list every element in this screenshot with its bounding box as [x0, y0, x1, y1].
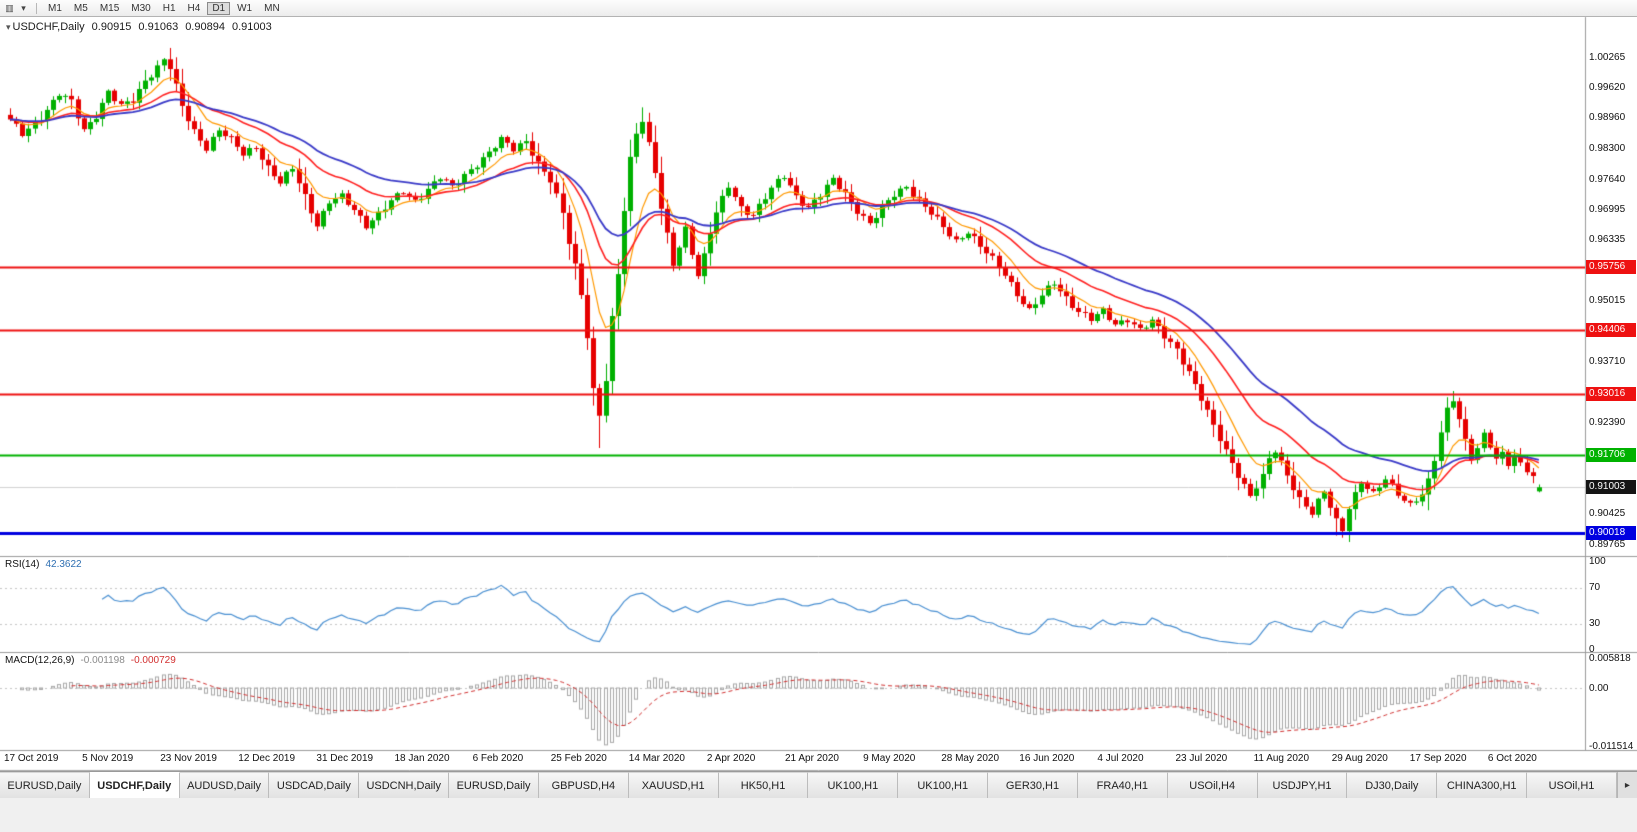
rsi-axis-tick: 0 [1589, 644, 1595, 655]
rsi-axis-tick: 30 [1589, 617, 1601, 629]
date-label[interactable]: 11 Aug 2020 [1253, 753, 1310, 764]
price-axis-tick[interactable]: 0.96995 [1589, 203, 1626, 215]
price-tag-0.95756: 0.95756 [1586, 259, 1636, 274]
price-axis-tick[interactable]: 0.90425 [1589, 508, 1626, 520]
chart-tab-11-ger30-h1[interactable]: GER30,H1 [988, 772, 1078, 798]
price-axis-tick[interactable]: 0.93710 [1589, 355, 1626, 367]
chart-tab-17-usoil-h1[interactable]: USOil,H1 [1527, 772, 1617, 798]
macd-main-value: -0.001198 [80, 655, 125, 666]
timeframe-h1-button[interactable]: H1 [162, 2, 176, 14]
timeframe-h4-button[interactable]: H4 [187, 2, 201, 14]
date-label[interactable]: 16 Jun 2020 [1019, 753, 1075, 764]
chart-tab-0-eurusd-daily[interactable]: EURUSD,Daily [0, 772, 90, 798]
date-label[interactable]: 2 Apr 2020 [706, 753, 756, 764]
macd-signal-value: -0.000729 [130, 655, 176, 666]
chart-tab-12-fra40-h1[interactable]: FRA40,H1 [1077, 772, 1168, 798]
chart-tab-4-usdcnh-daily[interactable]: USDCNH,Daily [359, 772, 450, 798]
rsi-axis-tick: 70 [1589, 582, 1601, 594]
price-tag-0.91706: 0.91706 [1586, 447, 1636, 462]
ohlc-low: 0.90894 [185, 21, 225, 33]
chart-type-icon[interactable]: ▥ [5, 2, 14, 13]
timeframe-m5-button[interactable]: M5 [73, 2, 88, 14]
date-label[interactable]: 21 Apr 2020 [785, 753, 839, 764]
chart-tab-16-china300-h1[interactable]: CHINA300,H1 [1437, 772, 1528, 798]
date-label[interactable]: 28 May 2020 [941, 753, 1000, 764]
date-label[interactable]: 6 Feb 2020 [472, 753, 524, 764]
macd-indicator-label: MACD(12,26,9) -0.001198 -0.000729 [5, 655, 176, 666]
rsi-value: 42.3622 [45, 559, 82, 570]
timeframe-mn-button[interactable]: MN [264, 2, 280, 14]
price-axis-tick[interactable]: 0.95015 [1589, 295, 1626, 307]
chart-tabs-bar: EURUSD,Daily USDCHF,Daily AUDUSD,Daily USDC… [0, 771, 1637, 798]
symbol-info: ▾ USDCHF,Daily 0.90915 0.91063 0.90894 0.9100… [6, 21, 272, 33]
chart-tab-2-audusd-daily[interactable]: AUDUSD,Daily [179, 772, 270, 798]
rsi-name: RSI(14) [5, 559, 40, 570]
timeframe-w1-button[interactable]: W1 [237, 2, 253, 14]
price-tag-0.90018: 0.90018 [1586, 525, 1636, 540]
price-tag-0.93016: 0.93016 [1586, 386, 1636, 401]
chart-tab-15-dj30-daily[interactable]: DJ30,Daily [1347, 772, 1438, 798]
chart-tab-5-eurusd-daily[interactable]: EURUSD,Daily [449, 772, 539, 798]
date-label[interactable]: 5 Nov 2019 [82, 753, 134, 764]
toolbar-separator [36, 2, 37, 14]
date-label[interactable]: 17 Oct 2019 [4, 753, 59, 764]
timeframe-toolbar: M1 M5 M15 M30 H1 H4 D1 W1 MN [42, 1, 286, 15]
date-label[interactable]: 12 Dec 2019 [238, 753, 296, 764]
date-label[interactable]: 17 Sep 2020 [1409, 753, 1467, 764]
chart-tab-7-xauusd-h1[interactable]: XAUUSD,H1 [628, 772, 719, 798]
chart-tab-8-hk50-h1[interactable]: HK50,H1 [718, 772, 809, 798]
timeframe-m15-button[interactable]: M15 [99, 2, 120, 14]
timeframe-d1-button[interactable]: D1 [207, 1, 231, 15]
date-label[interactable]: 23 Nov 2019 [160, 753, 217, 764]
ohlc-high: 0.91063 [138, 21, 179, 33]
timeframe-m30-button[interactable]: M30 [131, 2, 151, 14]
price-axis-tick[interactable]: 0.89765 [1589, 538, 1626, 550]
symbol-collapse-icon[interactable]: ▾ [6, 22, 11, 32]
chart-type-dropdown-icon[interactable]: ▾ [21, 2, 26, 13]
date-label[interactable]: 31 Dec 2019 [316, 753, 374, 764]
date-label[interactable]: 14 Mar 2020 [628, 753, 685, 764]
tabs-scroll-right-icon[interactable]: ▸ [1616, 772, 1637, 798]
price-axis-tick[interactable]: 0.97640 [1589, 173, 1626, 185]
chart-tab-1-usdchf-daily[interactable]: USDCHF,Daily [89, 772, 180, 798]
chart-tab-3-usdcad-daily[interactable]: USDCAD,Daily [269, 772, 360, 798]
ohlc-open: 0.90915 [91, 21, 132, 33]
macd-axis-tick: 0.005818 [1589, 653, 1631, 665]
price-axis-tick[interactable]: 0.98960 [1589, 112, 1626, 124]
ohlc-close: 0.91003 [231, 21, 272, 33]
symbol-name: USDCHF,Daily [12, 21, 85, 33]
chart-tab-6-gbpusd-h4[interactable]: GBPUSD,H4 [538, 772, 629, 798]
date-label[interactable]: 25 Feb 2020 [550, 753, 607, 764]
chart-tab-9-uk100-h1[interactable]: UK100,H1 [808, 772, 899, 798]
chart-tab-10-uk100-h1[interactable]: UK100,H1 [898, 772, 989, 798]
date-label[interactable]: 4 Jul 2020 [1097, 753, 1144, 764]
top-toolbar: ▥ ▾ M1 M5 M15 M30 H1 H4 D1 W1 MN [0, 0, 1637, 17]
macd-axis-tick: -0.011514 [1589, 741, 1634, 753]
chart-tab-13-usoil-h4[interactable]: USOil,H4 [1167, 772, 1258, 798]
macd-axis-tick: 0.00 [1589, 683, 1609, 694]
date-label[interactable]: 9 May 2020 [863, 753, 916, 764]
price-axis-tick[interactable]: 0.92390 [1589, 416, 1626, 428]
date-label[interactable]: 6 Oct 2020 [1487, 753, 1537, 764]
timeframe-m1-button[interactable]: M1 [48, 2, 62, 14]
price-tag-0.94406: 0.94406 [1586, 322, 1636, 337]
date-label[interactable]: 29 Aug 2020 [1331, 753, 1388, 764]
chart-tab-14-usdjpy-h1[interactable]: USDJPY,H1 [1257, 772, 1348, 798]
price-axis-tick[interactable]: 1.00265 [1589, 52, 1626, 64]
price-tag-0.91003: 0.91003 [1586, 480, 1636, 495]
date-label[interactable]: 23 Jul 2020 [1175, 753, 1228, 764]
macd-name: MACD(12,26,9) [5, 655, 75, 666]
bottom-strip [0, 798, 1637, 832]
date-label[interactable]: 18 Jan 2020 [394, 753, 450, 764]
price-axis-tick[interactable]: 0.98300 [1589, 143, 1626, 155]
rsi-indicator-label: RSI(14) 42.3622 [5, 559, 82, 570]
price-axis-tick[interactable]: 0.96335 [1589, 234, 1626, 246]
rsi-axis-tick: 100 [1589, 556, 1606, 567]
price-axis-tick[interactable]: 0.99620 [1589, 81, 1626, 93]
